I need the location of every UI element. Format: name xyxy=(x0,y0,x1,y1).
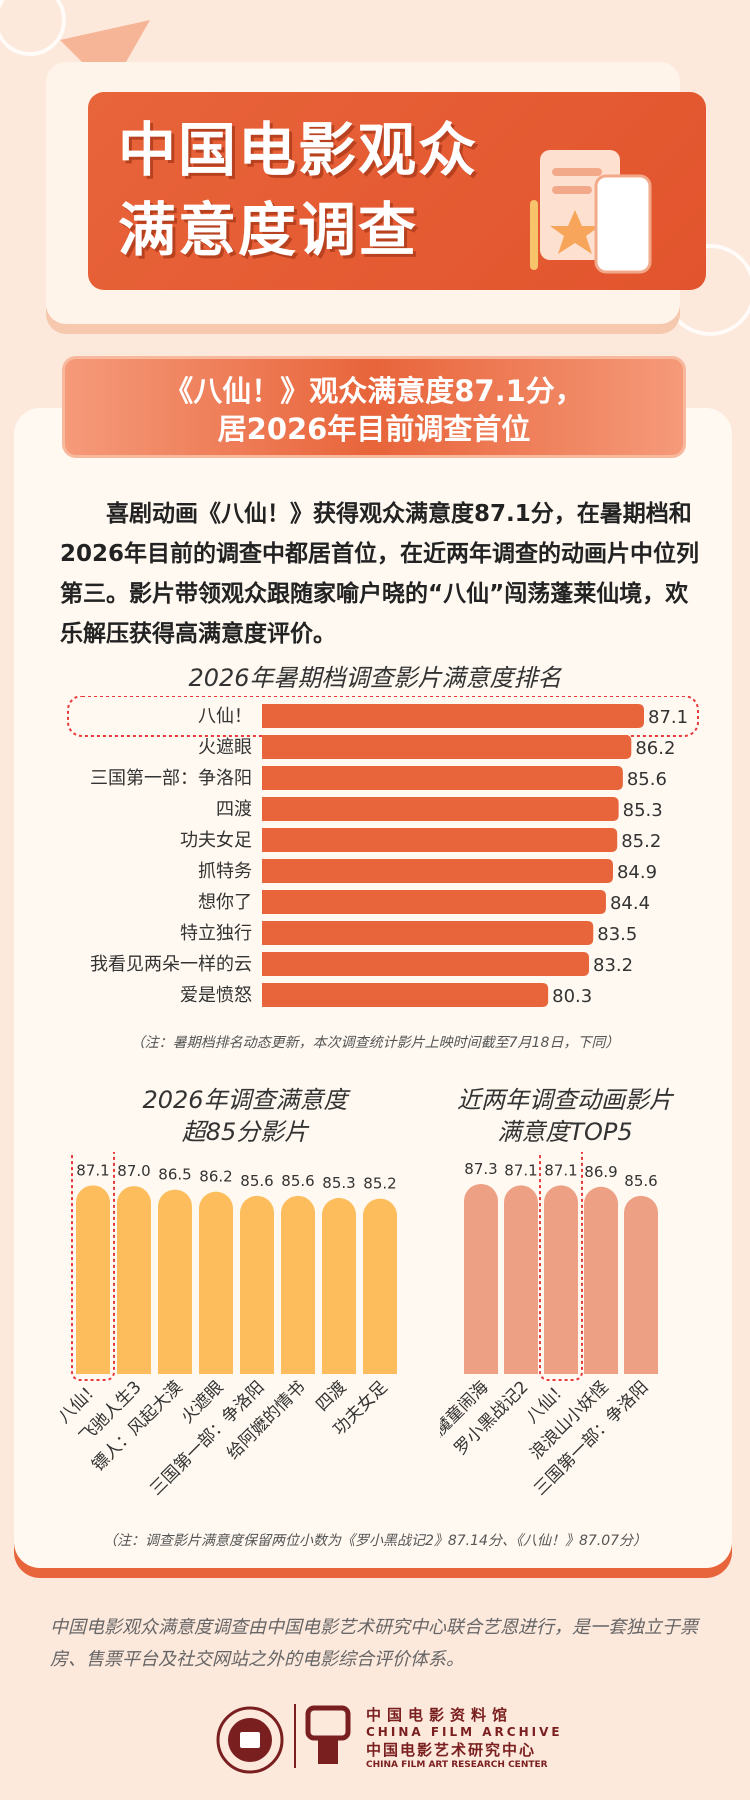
bar-category-label: 功夫女足 xyxy=(180,830,252,851)
bar-category-label: 特立独行 xyxy=(180,923,252,944)
intro-paragraph: 喜剧动画《八仙！》获得观众满意度87.1分，在暑期档和2026年目前的调查中都居… xyxy=(60,501,700,647)
bar-value-label: 87.3 xyxy=(464,1160,497,1178)
bar-value-label: 85.3 xyxy=(322,1174,355,1192)
logo-divider xyxy=(294,1704,296,1768)
subtitle-banner xyxy=(62,356,686,458)
chart3-note: （注：调查影片满意度保留两位小数为《罗小黑战记2》87.14分、《八仙！》87.… xyxy=(102,1533,648,1549)
bar xyxy=(262,890,606,914)
bar-value-label: 85.2 xyxy=(621,831,661,852)
chart1-title: 2026年暑期档调查影片满意度排名 xyxy=(188,664,562,692)
chart2-title: 2026年调查满意度 超85分影片 xyxy=(142,1086,348,1146)
bar xyxy=(262,704,644,728)
bar-value-label: 86.2 xyxy=(635,738,675,759)
bar-value-label: 85.6 xyxy=(281,1172,314,1190)
bar-value-label: 87.1 xyxy=(76,1161,109,1179)
bar-category-label: 抓特务 xyxy=(198,861,252,882)
chart1-horizontal-bars: 八仙！ 87.1 火遮眼 86.2 三国第一部：争洛阳 85.6 四渡 85.3 功夫女足 85.… xyxy=(67,696,699,1007)
bar xyxy=(240,1195,274,1374)
bar xyxy=(363,1198,397,1374)
bar-value-label: 87.1 xyxy=(648,707,688,728)
bar-value-label: 83.5 xyxy=(597,924,637,945)
footer-description: 中国电影观众满意度调查由中国电影艺术研究中心联合艺恩进行，是一套独立于票房、售票… xyxy=(50,1617,698,1670)
bar-category-label: 火遮眼 xyxy=(198,737,252,758)
film-reel-logo xyxy=(305,1705,351,1764)
bar-value-label: 85.6 xyxy=(624,1172,657,1190)
film-archive-logo xyxy=(216,1706,284,1774)
bar xyxy=(544,1185,578,1374)
bar xyxy=(262,797,619,821)
survey-document-icon xyxy=(530,150,652,274)
bar xyxy=(584,1186,618,1374)
bar-value-label: 80.3 xyxy=(552,986,592,1007)
paper-plane-icon xyxy=(60,20,150,90)
bar xyxy=(464,1184,498,1374)
bar-value-label: 84.9 xyxy=(617,862,657,883)
bar-value-label: 85.2 xyxy=(363,1175,396,1193)
chart3-title: 近两年调查动画影片 满意度TOP5 xyxy=(457,1086,673,1146)
bar-category-label: 我看见两朵一样的云 xyxy=(90,954,252,975)
bar xyxy=(199,1191,233,1374)
bar-category-label: 八仙！ xyxy=(198,706,252,727)
bar xyxy=(262,983,549,1007)
headline: 《八仙！》观众满意度87.1分， 居2026年目前调查首位 xyxy=(164,374,584,446)
bar-value-label: 83.2 xyxy=(593,955,633,976)
bar xyxy=(504,1185,538,1374)
bar-value-label: 84.4 xyxy=(610,893,650,914)
bar xyxy=(624,1195,658,1374)
bar-value-label: 86.5 xyxy=(158,1166,191,1184)
bar xyxy=(262,766,623,790)
bar xyxy=(262,921,594,945)
bar xyxy=(158,1189,192,1374)
bar-category-label: 三国第一部：争洛阳 xyxy=(90,768,252,789)
bar-value-label: 85.6 xyxy=(240,1172,273,1190)
bar xyxy=(262,735,632,759)
logo-text: 中国电影资料馆 CHINA FILM ARCHIVE 中国电影艺术研究中心 CH… xyxy=(366,1706,563,1770)
bar xyxy=(281,1195,315,1374)
bar-value-label: 87.0 xyxy=(117,1162,150,1180)
chart3-vertical-bars: 87.3哪吒之魔童闹海87.1罗小黑战记287.1八仙！86.9浪浪山小妖怪85… xyxy=(440,1152,658,1500)
bar-category-label: 四渡 xyxy=(216,799,252,820)
bar-category-label: 想你了 xyxy=(198,892,252,913)
bar-value-label: 87.1 xyxy=(544,1161,577,1179)
bar xyxy=(117,1186,151,1374)
bar xyxy=(262,828,618,852)
bar-value-label: 85.6 xyxy=(627,769,667,790)
bar-category-label: 爱是愤怒 xyxy=(180,985,252,1006)
bar xyxy=(76,1185,110,1374)
bar xyxy=(262,859,613,883)
bar xyxy=(322,1197,356,1374)
chart2-vertical-bars: 87.1八仙！87.0飞驰人生386.5镖人：风起大漠86.2火遮眼85.6三国… xyxy=(54,1152,397,1500)
highlight-outline xyxy=(71,1152,115,1381)
highlight-outline xyxy=(539,1152,583,1381)
bar-value-label: 86.9 xyxy=(584,1163,617,1181)
bar-value-label: 86.2 xyxy=(199,1168,232,1186)
bar-value-label: 87.1 xyxy=(504,1161,537,1179)
chart1-note: （注：暑期档排名动态更新，本次调查统计影片上映时间截至7月18日，下同） xyxy=(130,1035,620,1051)
bar xyxy=(262,952,590,976)
page-title: 中国电影观众 满意度调查 xyxy=(118,116,479,264)
bar-value-label: 85.3 xyxy=(623,800,663,821)
